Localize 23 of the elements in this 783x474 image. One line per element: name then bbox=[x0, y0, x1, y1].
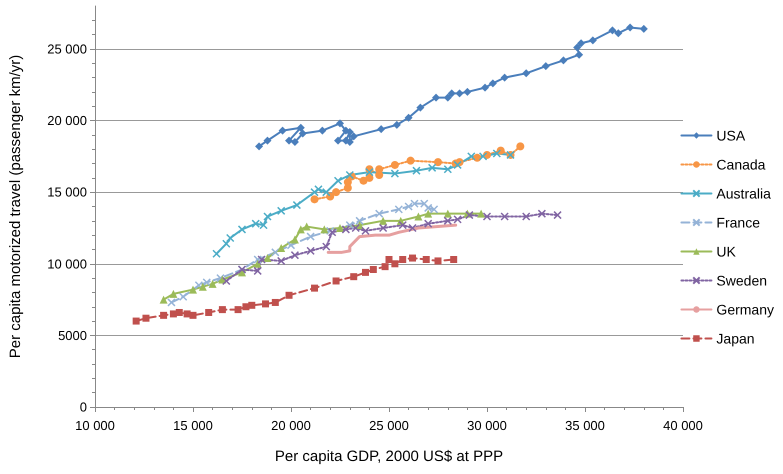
x-tick-label: 15 000 bbox=[173, 418, 213, 433]
legend-label: UK bbox=[716, 244, 737, 260]
legend-label: France bbox=[716, 214, 760, 230]
y-axis-title: Per capita motorized travel (passenger km/yr) bbox=[7, 54, 24, 358]
y-tick-label: 10 000 bbox=[47, 256, 87, 272]
legend-label: Canada bbox=[716, 156, 766, 172]
legend-label: USA bbox=[716, 128, 746, 144]
x-tick-label: 20 000 bbox=[271, 418, 311, 433]
y-tick-label: 20 000 bbox=[47, 113, 87, 128]
x-tick-label: 25 000 bbox=[369, 418, 409, 433]
x-tick-label: 10 000 bbox=[75, 418, 115, 433]
x-tick-label: 40 000 bbox=[663, 418, 703, 433]
legend-label: Sweden bbox=[716, 272, 768, 288]
y-tick-label: 5000 bbox=[58, 328, 87, 343]
x-axis-title: Per capita GDP, 2000 US$ at PPP bbox=[274, 448, 504, 465]
y-tick-label: 25 000 bbox=[47, 41, 87, 56]
y-tick-label: 0 bbox=[80, 400, 87, 414]
legend-label: Japan bbox=[716, 330, 755, 346]
x-tick-label: 30 000 bbox=[467, 418, 507, 433]
x-tick-label: 35 000 bbox=[565, 418, 605, 433]
legend-label: Germany bbox=[716, 302, 774, 318]
legend-label: Australia bbox=[716, 186, 772, 202]
y-tick-label: 15 000 bbox=[47, 184, 87, 200]
